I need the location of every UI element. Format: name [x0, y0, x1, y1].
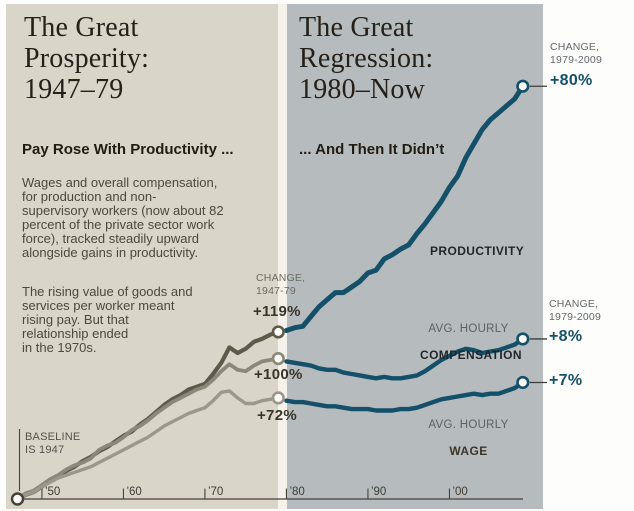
panel-regression-background: [287, 4, 543, 509]
left-panel-paragraph-2: The rising value of goods and services p…: [22, 284, 193, 355]
series-line-compensation-1947-79: [15, 356, 281, 501]
x-tick-label-1980: ’80: [289, 486, 305, 498]
wage-series-word: WAGE: [449, 444, 488, 458]
baseline-note: BASELINE IS 1947: [25, 431, 81, 456]
wage-series-label: AVG. HOURLY WAGE: [420, 406, 517, 471]
x-tick-label-1960: ’60: [126, 486, 142, 498]
series-line-compensation-1980-now: [284, 336, 525, 381]
origin-marker-1947: [10, 492, 25, 506]
panel-divider-band: [278, 4, 287, 509]
end-marker-productivity-1947-79: [271, 325, 285, 339]
end-marker-wage-1947-79: [271, 391, 285, 405]
series-line-wage-1980-now: [284, 380, 525, 413]
productivity-change-1947-79: +119%: [253, 303, 301, 320]
x-tick-label-1950: ’50: [44, 486, 61, 498]
wage-change-1979-2009: +7%: [549, 372, 583, 389]
wage-series-sublabel: AVG. HOURLY: [428, 419, 509, 431]
left-panel-kicker: Pay Rose With Productivity ...: [22, 141, 234, 158]
productivity-change-1979-2009: +80%: [550, 72, 593, 89]
end-marker-compensation-1980-now: [516, 332, 530, 346]
change-heading-productivity-1979-2009: CHANGE, 1979-2009: [550, 41, 603, 66]
series-line-productivity-1980-now: [283, 83, 526, 333]
compensation-change-1947-79: +100%: [254, 366, 303, 383]
right-panel-title: The Great Regression: 1980–Now: [299, 12, 434, 105]
change-heading-compensation-1979-2009: CHANGE, 1979-2009: [549, 298, 602, 323]
change-heading-1947-79: CHANGE, 1947-79: [256, 272, 306, 297]
x-tick-label-1970: ’70: [207, 486, 224, 498]
end-marker-compensation-1947-79: [271, 352, 285, 366]
wage-change-1947-79: +72%: [257, 407, 297, 424]
x-tick-label-2000: ’00: [452, 486, 468, 498]
right-panel-kicker: ... And Then It Didn’t: [299, 141, 445, 158]
compensation-series-label: AVG. HOURLY COMPENSATION: [420, 310, 522, 375]
series-line-wage-1947-79: [15, 389, 280, 501]
productivity-series-label: PRODUCTIVITY: [430, 244, 525, 258]
compensation-change-1979-2009: +8%: [549, 328, 583, 345]
compensation-series-word: COMPENSATION: [420, 348, 522, 362]
left-panel-title: The Great Prosperity: 1947–79: [24, 12, 150, 105]
left-panel-paragraph-1: Wages and overall compensation, for prod…: [22, 175, 224, 260]
end-marker-wage-1980-now: [516, 375, 530, 390]
compensation-series-sublabel: AVG. HOURLY: [428, 323, 509, 335]
x-tick-label-1990: ’90: [370, 486, 387, 498]
end-marker-productivity-1980-now: [516, 79, 530, 93]
